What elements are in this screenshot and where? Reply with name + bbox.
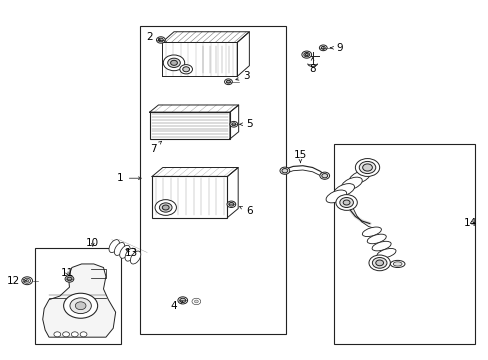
Circle shape [170,60,177,65]
Circle shape [178,297,187,304]
Circle shape [339,198,353,207]
Text: 2: 2 [146,32,161,42]
Text: 7: 7 [149,141,161,154]
Ellipse shape [341,177,362,190]
Circle shape [183,67,189,72]
Circle shape [303,53,309,57]
Text: 5: 5 [239,119,252,129]
Circle shape [65,276,74,282]
Ellipse shape [392,262,401,266]
Text: 8: 8 [308,58,315,74]
Circle shape [75,302,86,310]
Circle shape [180,298,185,302]
Circle shape [71,332,78,337]
Text: 14: 14 [463,218,476,228]
Circle shape [80,332,87,337]
Circle shape [24,278,30,283]
Bar [334,144,474,344]
Circle shape [301,51,311,58]
Bar [149,112,229,139]
Circle shape [228,203,233,206]
Circle shape [180,64,192,74]
Circle shape [319,172,329,179]
Ellipse shape [371,241,390,251]
Ellipse shape [120,245,130,258]
Circle shape [280,167,289,174]
Bar [140,26,285,334]
Bar [35,248,120,344]
Ellipse shape [389,260,404,267]
Circle shape [355,158,379,176]
Text: 12: 12 [7,276,26,286]
Ellipse shape [130,251,141,264]
Circle shape [226,80,230,83]
Circle shape [343,200,349,205]
Ellipse shape [325,190,346,203]
Circle shape [159,203,172,212]
Ellipse shape [333,184,354,197]
Text: 6: 6 [239,206,252,216]
Circle shape [319,45,326,51]
Circle shape [368,255,389,271]
Circle shape [163,55,184,71]
Circle shape [158,38,163,42]
Ellipse shape [109,240,119,253]
Circle shape [22,277,32,285]
Circle shape [305,54,307,56]
Ellipse shape [114,243,124,255]
Circle shape [321,46,325,49]
Ellipse shape [125,248,135,261]
Text: 11: 11 [61,268,74,278]
Circle shape [335,195,357,210]
Circle shape [226,201,235,207]
Circle shape [375,260,383,266]
Circle shape [362,164,372,171]
Circle shape [62,332,69,337]
Circle shape [359,161,375,174]
Ellipse shape [366,234,386,244]
Circle shape [224,79,232,85]
Text: 9: 9 [330,43,342,53]
Circle shape [282,168,287,173]
Ellipse shape [362,227,381,237]
Text: 4: 4 [170,301,183,311]
Text: 3: 3 [235,71,250,81]
Ellipse shape [349,171,369,184]
Circle shape [26,280,29,282]
Circle shape [372,257,386,268]
Circle shape [229,121,237,127]
Circle shape [194,300,198,303]
Circle shape [167,58,180,67]
Circle shape [63,293,98,318]
Text: 13: 13 [125,248,138,258]
Circle shape [70,298,91,314]
Ellipse shape [376,248,395,258]
Text: 15: 15 [293,150,306,163]
Circle shape [162,205,169,210]
Circle shape [155,200,176,215]
Circle shape [192,298,201,305]
Circle shape [54,332,61,337]
Circle shape [156,37,165,43]
Polygon shape [42,264,116,337]
Text: 10: 10 [86,238,99,248]
Text: 1: 1 [117,173,141,183]
Circle shape [321,174,327,178]
Circle shape [231,123,235,126]
Bar [152,176,227,217]
Circle shape [67,277,72,281]
